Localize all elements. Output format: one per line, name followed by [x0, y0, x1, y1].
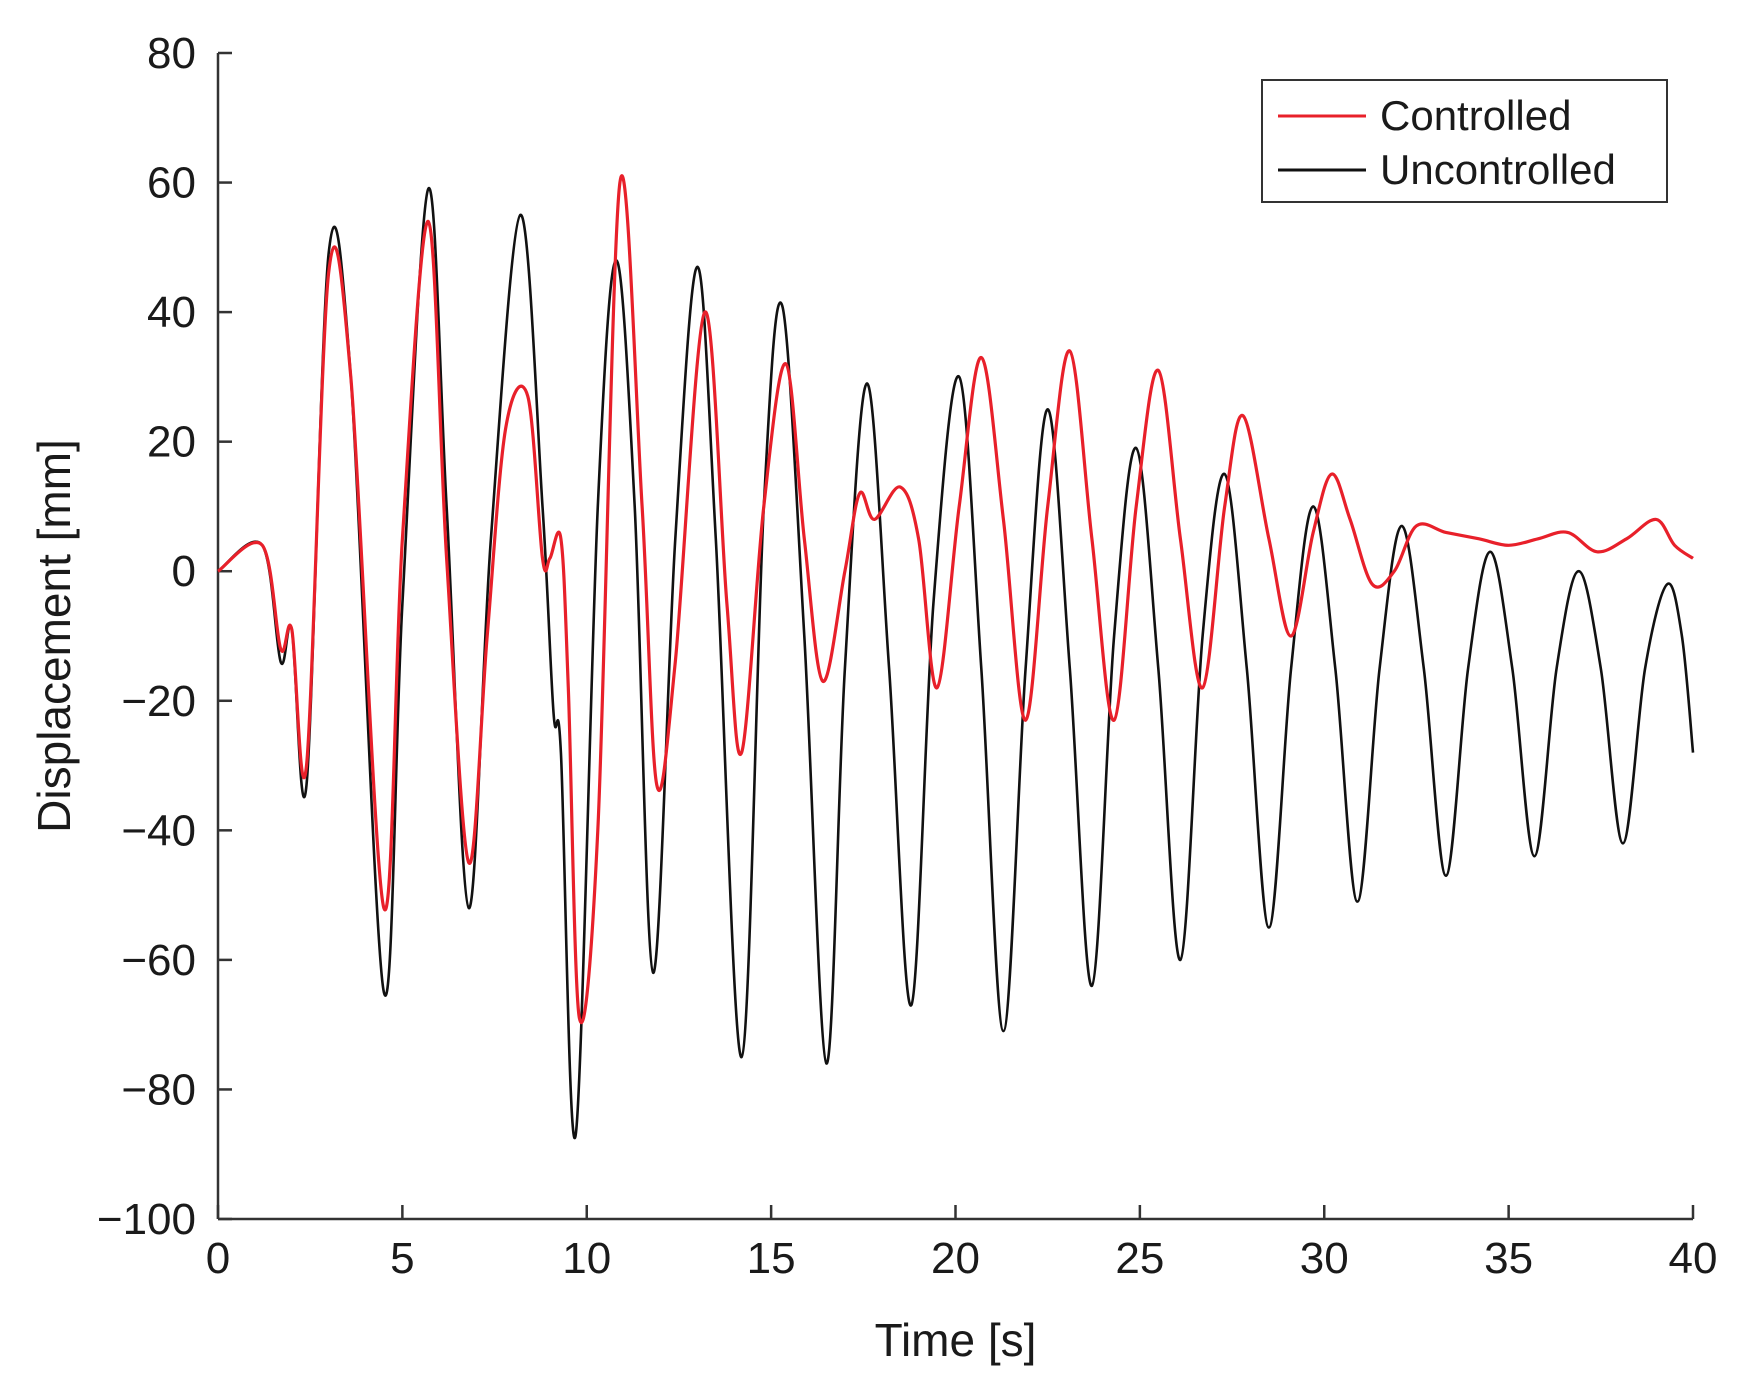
- x-tick-label: 5: [390, 1234, 414, 1283]
- y-tick-label: 80: [147, 29, 196, 78]
- y-tick-label: −100: [97, 1195, 196, 1244]
- legend: Controlled Uncontrolled: [1261, 79, 1668, 203]
- series-line-uncontrolled: [217, 187, 1695, 1140]
- x-tick-label: 30: [1300, 1234, 1349, 1283]
- legend-label-controlled: Controlled: [1380, 92, 1571, 139]
- y-tick-label: −80: [121, 1065, 196, 1114]
- y-tick-label: 20: [147, 418, 196, 467]
- y-tick-label: 0: [172, 547, 196, 596]
- legend-box: [1261, 79, 1668, 203]
- series-line-controlled: [217, 174, 1694, 1025]
- y-tick-label: 60: [147, 159, 196, 208]
- x-tick-label: 10: [562, 1234, 611, 1283]
- y-tick-label: −20: [121, 677, 196, 726]
- x-tick-label: 0: [206, 1234, 230, 1283]
- legend-label-uncontrolled: Uncontrolled: [1380, 146, 1616, 193]
- series-lines: [217, 174, 1695, 1140]
- x-tick-label: 20: [931, 1234, 980, 1283]
- y-tick-label: −40: [121, 806, 196, 855]
- x-axis-title: Time [s]: [875, 1314, 1037, 1366]
- y-tick-label: −60: [121, 936, 196, 985]
- x-tick-label: 15: [747, 1234, 796, 1283]
- x-tick-label: 35: [1484, 1234, 1533, 1283]
- x-tick-label: 40: [1669, 1234, 1718, 1283]
- ticks: 0 5 10 15 20 25 30 35 40 80 60 40 20 0 −20 −40 −60 −80 −10…: [97, 29, 1718, 1283]
- x-tick-label: 25: [1115, 1234, 1164, 1283]
- y-axis-title: Displacement [mm]: [28, 439, 80, 833]
- y-tick-label: 40: [147, 288, 196, 337]
